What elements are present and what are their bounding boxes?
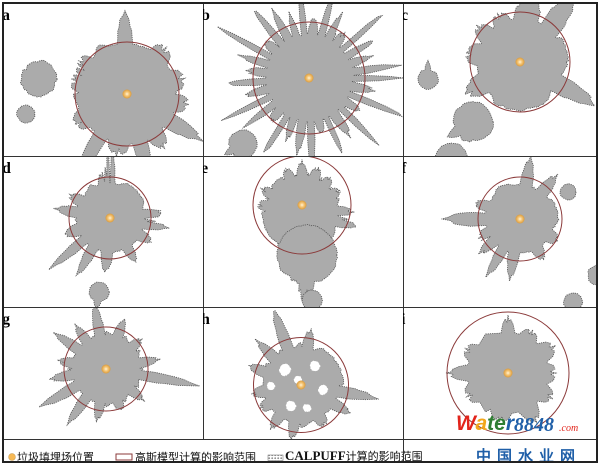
svg-text:8848: 8848	[514, 414, 554, 436]
svg-text:.com: .com	[559, 423, 578, 434]
svg-text:Water: Water	[456, 412, 516, 435]
